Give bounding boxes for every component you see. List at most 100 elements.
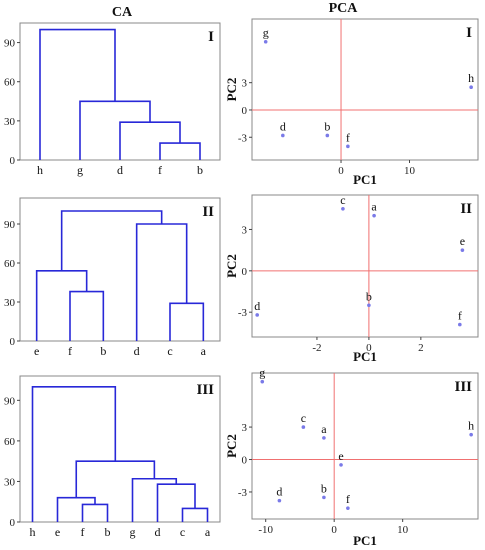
dendrogram-panel-2: 0 30 60 90 e f b d c a II [4,197,221,358]
point-h [469,85,473,90]
point-label-b: b [324,119,330,133]
x-axis-label: PC1 [353,172,377,187]
point-h [469,432,473,437]
dendrogram-link [169,302,205,341]
y-tick-label: 0 [10,336,16,348]
point-label-f: f [458,309,462,323]
y-axis-label: PC2 [224,434,239,458]
leaf-label-c: c [180,525,185,539]
panel-numeral: II [460,201,472,217]
col-title-pca: PCA [329,1,359,16]
panel-numeral: III [196,382,214,398]
point-d [277,498,282,503]
y-tick-label: -3 [238,307,248,319]
y-tick-label: 60 [4,77,16,89]
y-axis-label: PC2 [224,254,239,278]
leaf-label-d: d [117,163,123,177]
dendrogram-link [81,503,109,522]
point-label-a: a [321,422,327,436]
y-tick-label: 90 [4,38,16,50]
y-tick-label: 90 [4,219,16,231]
point-e [460,248,465,252]
scatter-panel-2: -3 0 3 -2 0 2 PC1 PC2 c a e d b f II [224,193,479,364]
scatter-frame [251,18,479,161]
point-label-g: g [259,366,265,380]
point-label-h: h [468,71,474,85]
scatter-frame [251,194,479,338]
y-axis-label: PC2 [224,78,239,102]
dendrogram-link [131,477,178,522]
panel-numeral: II [202,204,214,220]
dendrogram-link [39,28,116,160]
dendrogram-frame [19,375,221,523]
point-d [281,133,285,138]
scatter-panel-1: -3 0 3 0 10 PC1 PC2 g h d b f I [224,18,479,187]
dendrogram-link [69,290,105,341]
scatter-frame [251,372,479,520]
y-tick-label: 3 [242,78,248,90]
point-label-e: e [460,234,465,248]
dendrogram-link [135,223,188,341]
leaf-label-h: h [37,163,43,177]
dendrogram-link [156,483,196,522]
x-tick-label: 0 [331,524,337,536]
y-tick-label: 3 [242,224,248,236]
y-tick-label: 0 [242,455,248,467]
point-f [346,506,350,510]
panel-numeral: I [208,29,214,45]
y-tick-label: 0 [10,155,16,167]
leaf-label-d: d [155,525,161,539]
x-tick-label: 0 [366,342,372,354]
point-f [346,144,350,149]
point-g [260,379,265,384]
dendrogram-link [75,460,156,498]
point-label-d: d [254,299,260,313]
panel-numeral: I [466,25,472,41]
x-axis-label: PC1 [353,349,377,364]
point-label-f: f [346,492,350,506]
point-label-a: a [371,200,377,214]
x-axis-label: PC1 [353,533,377,548]
leaf-label-d: d [134,344,140,358]
point-b [325,133,330,138]
dendrogram-link [181,507,209,522]
leaf-label-f: f [81,525,85,539]
y-tick-label: 30 [4,116,16,128]
y-tick-label: -3 [238,487,248,499]
dendrogram-link [35,270,88,341]
dendrogram-frame [19,197,221,342]
point-c [341,206,345,211]
dendrogram-link [119,121,181,160]
dendrogram-link [79,100,151,160]
point-label-c: c [340,193,345,207]
x-tick-label: 0 [338,165,344,177]
point-b [322,495,326,500]
y-tick-label: 30 [4,297,16,309]
leaf-label-h: h [30,525,36,539]
leaf-label-f: f [158,163,162,177]
y-tick-label: 90 [4,395,16,407]
point-a [372,213,376,218]
y-tick-label: 3 [242,422,248,434]
point-label-e: e [338,449,343,463]
leaf-label-g: g [77,163,83,177]
point-label-b: b [321,481,327,495]
dendrogram-panel-1: 0 30 60 90 h g d f b I [4,22,221,177]
leaf-label-g: g [130,525,136,539]
point-label-h: h [468,419,474,433]
y-tick-label: 0 [242,105,248,117]
leaf-label-b: b [197,163,203,177]
dendrogram-link [60,210,163,271]
dendrogram-link [56,496,96,522]
y-tick-label: -3 [238,132,248,144]
point-g [263,39,268,44]
point-label-c: c [301,411,306,425]
point-c [301,425,306,429]
dendrogram-link [159,142,201,160]
point-label-d: d [280,119,286,133]
y-tick-label: 60 [4,258,16,270]
leaf-label-a: a [205,525,211,539]
y-tick-label: 0 [242,266,248,278]
point-b [367,303,371,308]
point-label-g: g [263,26,269,40]
